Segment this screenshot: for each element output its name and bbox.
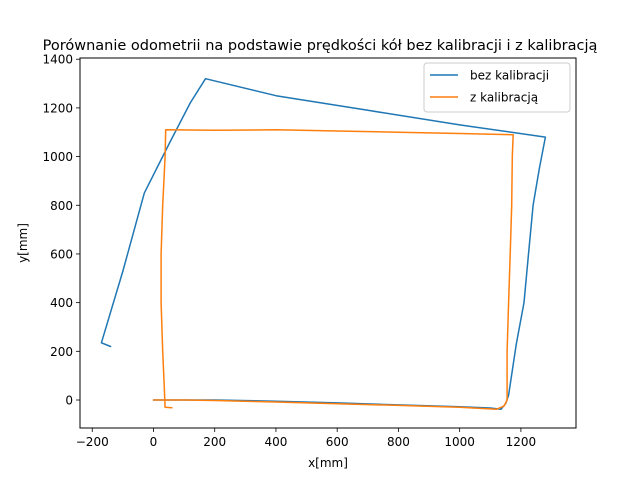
x-tick-label: 400: [264, 435, 287, 449]
x-tick-label: 1200: [506, 435, 537, 449]
y-axis: 0 200 400 600 800 1000 1200 1400: [42, 53, 80, 408]
series-layer: [100, 77, 547, 411]
x-tick-label: 600: [326, 435, 349, 449]
y-tick-label: 1400: [42, 53, 73, 67]
x-tick-label: 1000: [444, 435, 475, 449]
series-line-1: [152, 129, 514, 411]
y-tick-label: 800: [50, 199, 73, 213]
legend-label-z-kalibracja: z kalibracją: [470, 91, 538, 105]
x-axis: −200 0 200 400 600 800 1000 1200: [76, 428, 536, 449]
chart-title: Porównanie odometrii na podstawie prędko…: [43, 38, 598, 54]
x-tick-label: 800: [387, 435, 410, 449]
legend-box: [423, 62, 571, 113]
x-tick-label: 0: [150, 435, 158, 449]
x-tick-label: 200: [203, 435, 226, 449]
y-axis-label: y[mm]: [16, 223, 30, 263]
x-axis-label: x[mm]: [308, 456, 348, 470]
legend-label-bez-kalibracji: bez kalibracji: [470, 69, 549, 83]
plot-frame: [79, 57, 577, 429]
legend: bez kalibracji z kalibracją: [423, 62, 571, 113]
y-tick-label: 600: [50, 247, 73, 261]
y-tick-label: 400: [50, 296, 73, 310]
plot-area: [80, 58, 576, 428]
y-tick-label: 1200: [42, 101, 73, 115]
y-tick-label: 1000: [42, 150, 73, 164]
x-tick-label: −200: [76, 435, 109, 449]
y-tick-label: 0: [65, 394, 73, 408]
y-tick-label: 200: [50, 345, 73, 359]
